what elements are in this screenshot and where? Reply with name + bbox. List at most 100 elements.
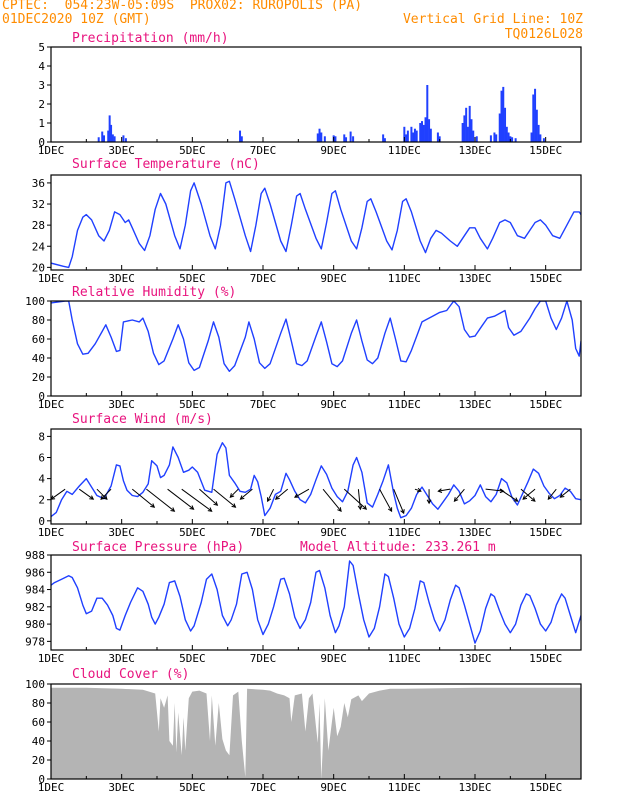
pressure-panel: Surface Pressure (hPa) Model Altitude: 23…	[25, 540, 582, 665]
precipitation-bar	[316, 133, 319, 142]
precipitation-bar	[495, 134, 498, 142]
precipitation-bar	[498, 113, 501, 142]
precipitation-x-tick-label: 9DEC	[320, 144, 347, 157]
wind-vector-arrow	[267, 488, 275, 503]
wind-vector-arrow	[357, 489, 363, 511]
precipitation-bar	[334, 136, 337, 142]
wind-y-tick-label: 6	[38, 452, 45, 465]
wind-vector-arrow	[437, 488, 451, 493]
temperature-x-tick-label: 7DEC	[250, 272, 277, 285]
precipitation-bar	[110, 124, 113, 142]
precipitation-bar	[415, 130, 418, 142]
temperature-y-tick-label: 28	[32, 219, 45, 232]
precipitation-frame	[50, 46, 582, 143]
precipitation-bar	[468, 105, 471, 142]
wind-x-tick-label: 5DEC	[179, 526, 206, 539]
pressure-y-tick-label: 980	[25, 618, 45, 631]
humidity-panel: Relative Humidity (%) 0 20 40 60 80 100 1DEC 3DE…	[25, 285, 582, 411]
precipitation-x-tick-label: 15DEC	[529, 144, 562, 157]
precipitation-bar	[352, 136, 355, 142]
cloud-cover-y-tick-label: 0	[38, 773, 45, 786]
precipitation-bar	[383, 138, 386, 142]
precipitation-bar	[466, 126, 469, 142]
cloud-cover-y-tick-label: 60	[32, 716, 45, 729]
wind-vector-arrow	[522, 488, 536, 500]
cloud-cover-x-tick-label: 3DEC	[108, 781, 135, 794]
precipitation-bar	[412, 132, 415, 142]
precipitation-y-tick-label: 3	[38, 79, 45, 92]
precipitation-y-tick-label: 1	[38, 117, 45, 130]
wind-plot-area	[51, 442, 581, 519]
wind-vector-arrow	[131, 488, 156, 508]
precipitation-bar	[239, 130, 242, 142]
wind-x-tick-label: 15DEC	[529, 526, 562, 539]
wind-x-tick-label: 13DEC	[458, 526, 491, 539]
precipitation-bar	[101, 131, 104, 142]
cloud-cover-x-tick-label: 1DEC	[38, 781, 65, 794]
cloud-cover-x-tick-label: 15DEC	[529, 781, 562, 794]
wind-y-tick-label: 0	[38, 515, 45, 528]
wind-y-tick-label: 4	[38, 473, 45, 486]
precipitation-bar	[422, 124, 425, 142]
cloud-cover-x-tick-label: 9DEC	[320, 781, 347, 794]
pressure-y-tick-label: 984	[25, 584, 45, 597]
precipitation-bar	[107, 130, 110, 142]
precipitation-bar	[505, 126, 508, 142]
precipitation-plot-area	[97, 85, 545, 142]
precipitation-bar	[323, 136, 326, 142]
wind-vector-arrow	[559, 488, 571, 498]
temperature-frame	[50, 174, 582, 271]
temperature-y-tick-label: 24	[32, 240, 46, 253]
pressure-x-tick-label: 11DEC	[388, 652, 421, 665]
temperature-x-tick-label: 9DEC	[320, 272, 347, 285]
precipitation-bar	[122, 135, 125, 142]
wind-x-tick-label: 9DEC	[320, 526, 347, 539]
wind-vector-arrow	[343, 488, 368, 510]
precipitation-bar	[113, 136, 116, 142]
temperature-x-tick-label: 5DEC	[179, 272, 206, 285]
temperature-x-tick-label: 1DEC	[38, 272, 65, 285]
precipitation-bar	[507, 132, 510, 142]
wind-vector-arrow	[499, 488, 519, 502]
pressure-x-tick-label: 3DEC	[108, 652, 135, 665]
precipitation-bar	[472, 130, 475, 142]
pressure-x-tick-label: 15DEC	[529, 652, 562, 665]
wind-vector-arrow	[293, 488, 310, 498]
cloud-cover-area	[51, 687, 581, 779]
wind-panel: Surface Wind (m/s) 0 2 4 6 8 1DEC 3DEC 5DEC 7DEC 9…	[38, 412, 582, 539]
cloud-cover-y-tick-label: 20	[32, 754, 45, 767]
cloud-cover-x-tick-label: 5DEC	[179, 781, 206, 794]
pressure-plot-area	[51, 560, 581, 644]
humidity-x-tick-label: 3DEC	[108, 398, 135, 411]
precipitation-bar	[426, 85, 429, 142]
wind-vector-arrow	[274, 488, 289, 500]
wind-x-tick-label: 7DEC	[250, 526, 277, 539]
precipitation-y-tick-label: 4	[38, 60, 45, 73]
wind-vector-arrow	[78, 488, 95, 500]
wind-x-tick-label: 3DEC	[108, 526, 135, 539]
wind-vector-arrow	[167, 488, 195, 510]
pressure-title: Surface Pressure (hPa)	[72, 540, 244, 555]
precipitation-bar	[406, 130, 409, 142]
temperature-x-tick-label: 3DEC	[108, 272, 135, 285]
precipitation-bar	[429, 128, 432, 142]
precipitation-x-tick-label: 11DEC	[388, 144, 421, 157]
precipitation-bar	[436, 132, 439, 142]
wind-title: Surface Wind (m/s)	[72, 412, 213, 427]
precipitation-bar	[465, 107, 468, 142]
precipitation-bar	[461, 123, 464, 142]
precipitation-bar	[502, 86, 505, 142]
precipitation-bar	[511, 137, 514, 142]
precipitation-bar	[421, 121, 423, 142]
humidity-y-tick-label: 40	[32, 352, 45, 365]
pressure-x-tick-label: 9DEC	[320, 652, 347, 665]
precipitation-bar	[532, 94, 535, 142]
precipitation-bar	[318, 128, 321, 142]
humidity-y-tick-label: 100	[25, 295, 45, 308]
pressure-x-tick-label: 5DEC	[179, 652, 206, 665]
wind-vector-arrow	[322, 488, 342, 513]
humidity-y-tick-label: 60	[32, 333, 45, 346]
humidity-x-tick-label: 7DEC	[250, 398, 277, 411]
precipitation-title: Precipitation (mm/h)	[72, 31, 229, 46]
